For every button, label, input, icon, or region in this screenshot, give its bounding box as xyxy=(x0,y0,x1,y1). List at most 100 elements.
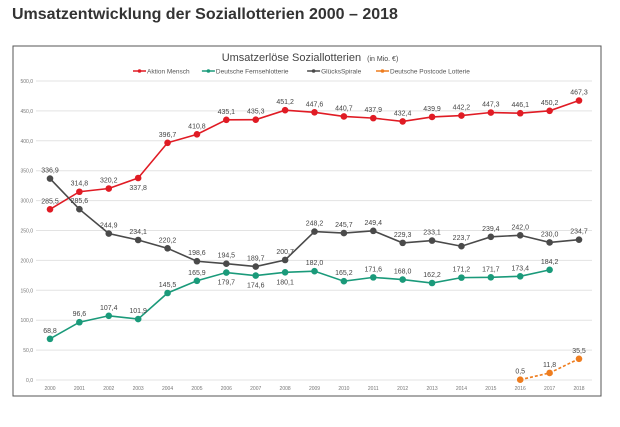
data-point xyxy=(193,257,201,265)
data-point xyxy=(252,263,260,270)
data-point xyxy=(487,233,495,241)
data-point xyxy=(105,312,113,320)
data-label: 11,8 xyxy=(543,362,556,369)
svg-text:Umsatzerlöse Soziallotterien: Umsatzerlöse Soziallotterien (in Mio. €) xyxy=(222,52,399,64)
data-label: 180,1 xyxy=(276,279,294,286)
data-label: 432,4 xyxy=(394,110,412,117)
data-label: 442,2 xyxy=(453,105,471,112)
data-label: 447,3 xyxy=(482,102,500,109)
data-point xyxy=(516,109,524,117)
y-tick-label: 0,0 xyxy=(26,378,33,384)
data-label: 234,7 xyxy=(570,229,588,236)
data-label: 68,8 xyxy=(43,328,57,335)
legend-marker xyxy=(311,69,316,73)
data-label: 248,2 xyxy=(306,221,324,228)
data-label: 171,7 xyxy=(482,266,500,273)
data-label: 173,4 xyxy=(511,265,529,272)
data-label: 101,9 xyxy=(129,308,147,315)
data-point xyxy=(281,106,289,114)
x-tick-label: 2012 xyxy=(397,386,408,392)
data-label: 410,8 xyxy=(188,123,206,130)
data-point xyxy=(575,355,583,363)
chart-title: Umsatzerlöse Soziallotterien xyxy=(222,52,361,64)
data-label: 451,2 xyxy=(276,99,294,106)
x-tick-label: 2016 xyxy=(515,386,526,392)
data-label: 320,2 xyxy=(100,178,118,185)
y-tick-label: 300,0 xyxy=(20,199,33,205)
data-label: 447,6 xyxy=(306,101,324,108)
x-tick-label: 2009 xyxy=(309,386,320,392)
y-tick-label: 50,0 xyxy=(23,348,33,354)
data-point xyxy=(252,272,260,279)
data-label: 0,5 xyxy=(515,369,525,376)
data-point xyxy=(76,188,83,196)
data-point xyxy=(546,107,553,115)
data-label: 165,2 xyxy=(335,270,353,277)
data-label: 467,3 xyxy=(570,90,588,97)
x-tick-label: 2008 xyxy=(280,386,291,392)
data-label: 337,8 xyxy=(129,185,147,192)
data-label: 435,3 xyxy=(247,109,265,116)
data-point xyxy=(458,242,465,250)
data-label: 168,0 xyxy=(394,269,412,276)
data-point xyxy=(46,175,54,182)
data-point xyxy=(46,335,54,343)
legend-marker xyxy=(137,69,142,73)
data-point xyxy=(340,277,348,285)
data-point xyxy=(193,277,201,285)
legend-entry: Deutsche Fernsehlotterie xyxy=(216,69,289,76)
data-label: 285,5 xyxy=(41,198,59,205)
x-tick-label: 2007 xyxy=(250,386,261,392)
data-point xyxy=(428,113,436,121)
data-point xyxy=(369,227,377,235)
x-tick-label: 2003 xyxy=(133,386,144,392)
legend-entry: Deutsche Postcode Lotterie xyxy=(390,69,470,76)
data-point xyxy=(487,274,495,281)
data-label: 182,0 xyxy=(306,260,324,267)
data-point xyxy=(223,116,230,124)
data-point xyxy=(76,318,83,326)
data-point xyxy=(340,229,348,237)
data-point xyxy=(193,131,201,138)
data-label: 220,2 xyxy=(159,237,177,244)
data-label: 35,5 xyxy=(572,348,586,355)
data-label: 171,2 xyxy=(453,267,471,274)
x-tick-label: 2011 xyxy=(368,386,379,392)
data-point xyxy=(428,279,436,287)
y-tick-label: 500,0 xyxy=(20,79,33,85)
data-label: 194,5 xyxy=(218,253,236,260)
x-tick-label: 2015 xyxy=(485,386,496,392)
data-label: 249,4 xyxy=(365,220,383,227)
x-tick-label: 2006 xyxy=(221,386,232,392)
x-tick-label: 2010 xyxy=(338,386,349,392)
data-label: 440,7 xyxy=(335,105,353,112)
data-point xyxy=(164,245,171,252)
data-point xyxy=(105,230,113,237)
data-point xyxy=(369,274,377,281)
data-label: 396,7 xyxy=(159,132,177,139)
data-point xyxy=(369,114,377,122)
page-title: Umsatzentwicklung der Soziallotterien 20… xyxy=(12,6,398,23)
x-tick-label: 2001 xyxy=(74,386,85,392)
data-label: 234,1 xyxy=(129,229,147,236)
data-point xyxy=(399,118,406,125)
data-point xyxy=(223,260,230,267)
data-point xyxy=(458,274,465,281)
data-point xyxy=(458,112,465,119)
x-tick-label: 2018 xyxy=(573,386,584,392)
data-label: 179,7 xyxy=(218,280,236,287)
data-point xyxy=(428,237,436,244)
data-label: 96,6 xyxy=(73,311,87,318)
data-label: 165,9 xyxy=(188,270,206,277)
y-tick-label: 350,0 xyxy=(20,169,33,175)
series-line xyxy=(49,269,550,340)
x-tick-label: 2005 xyxy=(191,386,202,392)
data-point xyxy=(164,139,171,147)
data-label: 184,2 xyxy=(541,259,559,266)
data-point xyxy=(340,113,348,120)
data-label: 174,6 xyxy=(247,283,265,290)
data-label: 107,4 xyxy=(100,305,118,312)
data-point xyxy=(311,267,318,275)
data-point xyxy=(134,315,142,323)
